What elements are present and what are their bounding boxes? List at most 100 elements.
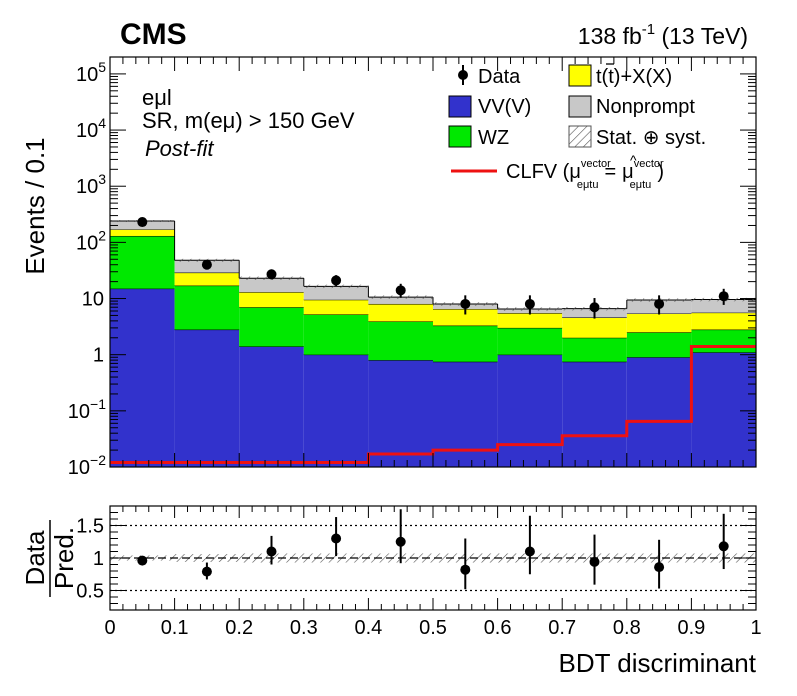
ratio-y-tick-label: 0.5 bbox=[76, 581, 104, 603]
legend-ttx: t(t)+X(X) bbox=[596, 66, 672, 88]
ratio-unc-bin bbox=[303, 553, 369, 563]
x-tick-label: 0.8 bbox=[613, 617, 641, 639]
ratio-point bbox=[201, 566, 212, 577]
ratio-point bbox=[137, 555, 148, 566]
vv-bar bbox=[303, 354, 369, 467]
ratio-point bbox=[718, 541, 729, 552]
legend-nonprompt: Nonprompt bbox=[596, 96, 695, 118]
data-points bbox=[137, 217, 729, 319]
y-tick-label: 105 bbox=[76, 59, 106, 86]
fit-label: Post-fit bbox=[145, 136, 214, 161]
data-point bbox=[524, 298, 535, 309]
wz-bar bbox=[562, 337, 627, 362]
y-tick-label: 103 bbox=[76, 171, 106, 198]
data-point bbox=[331, 275, 342, 286]
legend-clfv: CLFV (μvector eμtu= μvector eμtu) bbox=[506, 158, 664, 191]
region-label: SR, m(eμ) > 150 GeV bbox=[142, 108, 355, 133]
clfv-signal-line bbox=[110, 344, 756, 465]
channel-label: eμl bbox=[142, 85, 172, 110]
vv-bar bbox=[691, 352, 756, 467]
x-tick-label: 0.6 bbox=[484, 617, 512, 639]
x-tick-label: 0.1 bbox=[161, 617, 189, 639]
ratio-point bbox=[395, 536, 406, 547]
y-axis-title: Events / 0.1 bbox=[20, 137, 50, 274]
y-tick-label: 10 bbox=[82, 289, 104, 311]
wz-bar bbox=[110, 235, 175, 289]
vv-bar bbox=[497, 354, 563, 467]
ratio-x-axis: 0 0.1 0.2 0.3 0.4 0.5 0.6 0.7 0.8 0.9 1 bbox=[104, 506, 762, 639]
y-tick-label: 10−2 bbox=[68, 452, 106, 479]
data-point bbox=[718, 291, 729, 302]
x-tick-label: 0 bbox=[104, 617, 115, 639]
vv-bar bbox=[174, 329, 240, 467]
legend-data-marker bbox=[458, 70, 468, 80]
legend-wz-swatch bbox=[448, 125, 472, 148]
ttx-bar bbox=[303, 299, 369, 315]
x-axis-title: BDT discriminant bbox=[559, 648, 757, 678]
x-tick-label: 1 bbox=[750, 617, 761, 639]
data-point bbox=[589, 302, 600, 313]
ratio-point bbox=[266, 546, 277, 557]
luminosity-label: 138 fb-1 (13 TeV) bbox=[578, 21, 748, 49]
wz-bar bbox=[368, 321, 433, 361]
y-tick-label: 104 bbox=[76, 115, 106, 142]
ratio-ylabel-den: Pred. bbox=[49, 527, 79, 589]
ratio-point bbox=[654, 562, 665, 573]
vv-bar bbox=[368, 360, 433, 467]
wz-bar bbox=[239, 307, 304, 347]
x-tick-label: 0.5 bbox=[419, 617, 447, 639]
x-tick-label: 0.7 bbox=[548, 617, 576, 639]
vv-bar bbox=[562, 361, 627, 467]
legend-vv-swatch bbox=[448, 95, 472, 118]
legend-data: Data bbox=[478, 66, 521, 88]
stacked-histogram bbox=[110, 220, 756, 467]
ratio-points bbox=[137, 509, 729, 590]
ratio-point bbox=[589, 556, 600, 567]
legend: Data t(t)+X(X) VV(V) Nonprompt WZ Stat. … bbox=[448, 63, 706, 191]
x-tick-label: 0.9 bbox=[677, 617, 705, 639]
vv-bar bbox=[239, 346, 304, 467]
ttx-bar bbox=[174, 272, 240, 286]
ttx-bar bbox=[368, 303, 433, 322]
data-point bbox=[201, 259, 212, 270]
ratio-y-tick-label: 1.5 bbox=[76, 516, 104, 538]
wz-bar bbox=[691, 329, 756, 353]
legend-nonprompt-swatch bbox=[568, 95, 592, 118]
wz-bar bbox=[497, 327, 563, 355]
ratio-y-title: Data Pred. bbox=[20, 520, 79, 597]
data-point bbox=[266, 269, 277, 280]
legend-unc-swatch bbox=[568, 125, 592, 148]
ratio-point bbox=[460, 564, 471, 575]
main-y-axis: 10−2 10−1 1 10 102 103 104 105 bbox=[68, 56, 756, 479]
data-point bbox=[137, 217, 148, 228]
main-plot: 10−2 10−1 1 10 102 103 104 105 bbox=[68, 56, 757, 479]
x-tick-label: 0.4 bbox=[354, 617, 382, 639]
legend-ttx-swatch bbox=[568, 64, 592, 87]
vv-bar bbox=[626, 357, 692, 467]
experiment-label: CMS bbox=[120, 18, 187, 51]
legend-clfv-hat: ^ bbox=[630, 152, 637, 168]
y-tick-label: 102 bbox=[76, 227, 106, 254]
wz-bar bbox=[174, 285, 240, 330]
x-tick-label: 0.3 bbox=[290, 617, 318, 639]
vv-bar bbox=[110, 288, 175, 467]
ttx-bar bbox=[497, 313, 563, 328]
ttx-bar bbox=[626, 313, 692, 333]
data-point bbox=[654, 298, 665, 309]
ttx-bar bbox=[691, 312, 756, 330]
wz-bar bbox=[626, 332, 692, 358]
ratio-y-axis: 0.5 1 1.5 bbox=[76, 512, 756, 604]
ratio-ylabel-num: Data bbox=[20, 530, 50, 585]
ratio-plot: 0.5 1 1.5 0 0.1 0.2 0.3 0.4 0.5 0.6 0.7 0.8 0.9 1 bbox=[76, 505, 762, 639]
x-tick-label: 0.2 bbox=[225, 617, 253, 639]
ratio-point bbox=[524, 546, 535, 557]
clfv-signal-path bbox=[110, 344, 756, 465]
ratio-y-tick-label: 1 bbox=[93, 548, 104, 570]
nonprompt-bar bbox=[303, 286, 369, 300]
ttx-bar bbox=[562, 317, 627, 338]
nonprompt-bar bbox=[368, 297, 433, 304]
unc-band-bin bbox=[303, 284, 369, 289]
y-tick-label: 1 bbox=[93, 345, 104, 367]
legend-vv: VV(V) bbox=[478, 96, 531, 118]
